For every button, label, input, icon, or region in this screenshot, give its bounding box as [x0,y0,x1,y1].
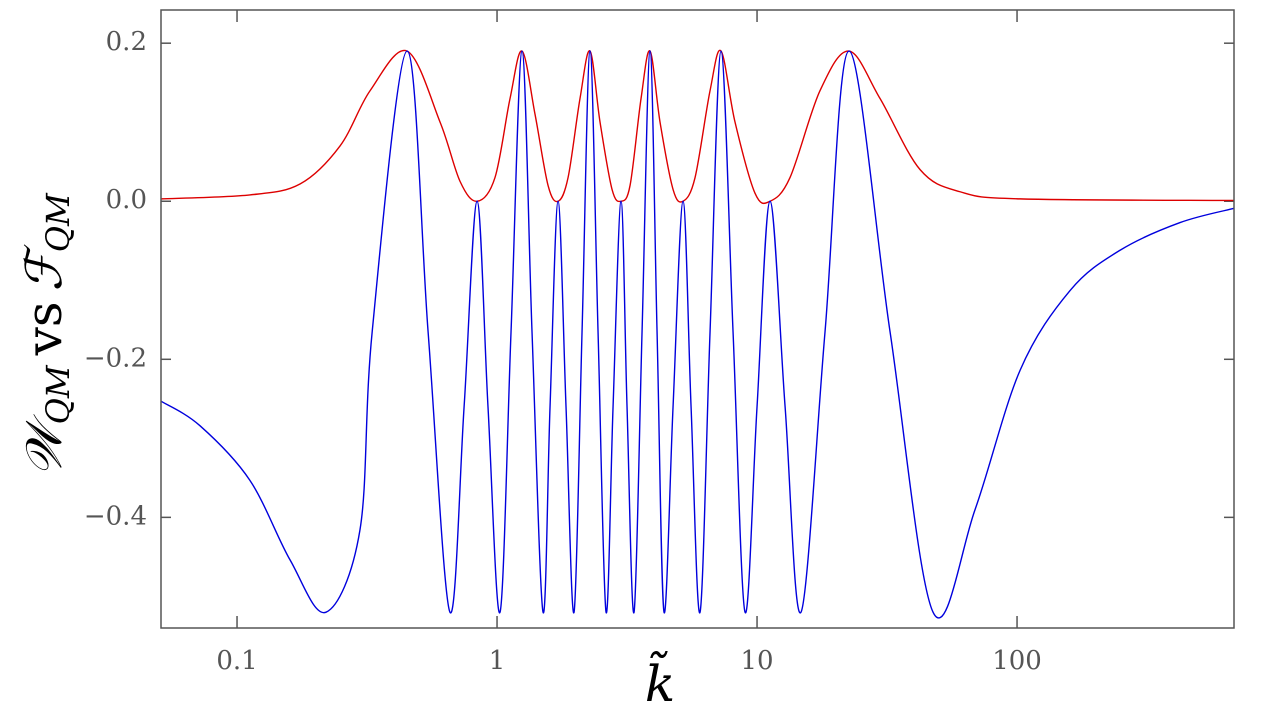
x-tick-label: 10 [740,646,773,676]
label-part: QM [39,192,77,252]
y-tick-label: −0.2 [84,343,147,373]
x-tick-label: 100 [992,646,1042,676]
label-part: vs [15,302,73,357]
label-part: QM [39,364,77,424]
x-axis-label: k̃ [645,651,675,713]
y-tick-label: 0.0 [106,185,147,215]
series-line [160,49,1235,205]
x-tick-label: 0.1 [216,646,257,676]
y-tick-label: −0.4 [84,501,147,531]
y-axis-label: 𝒲QMvsℱQM [15,192,77,477]
plot-frame [160,9,1235,629]
x-tick-label: 1 [489,646,506,676]
y-axis-label-text: 𝒲QMvsℱQM [15,192,77,477]
series-line [160,50,1235,619]
y-tick-label: 0.2 [106,27,147,57]
